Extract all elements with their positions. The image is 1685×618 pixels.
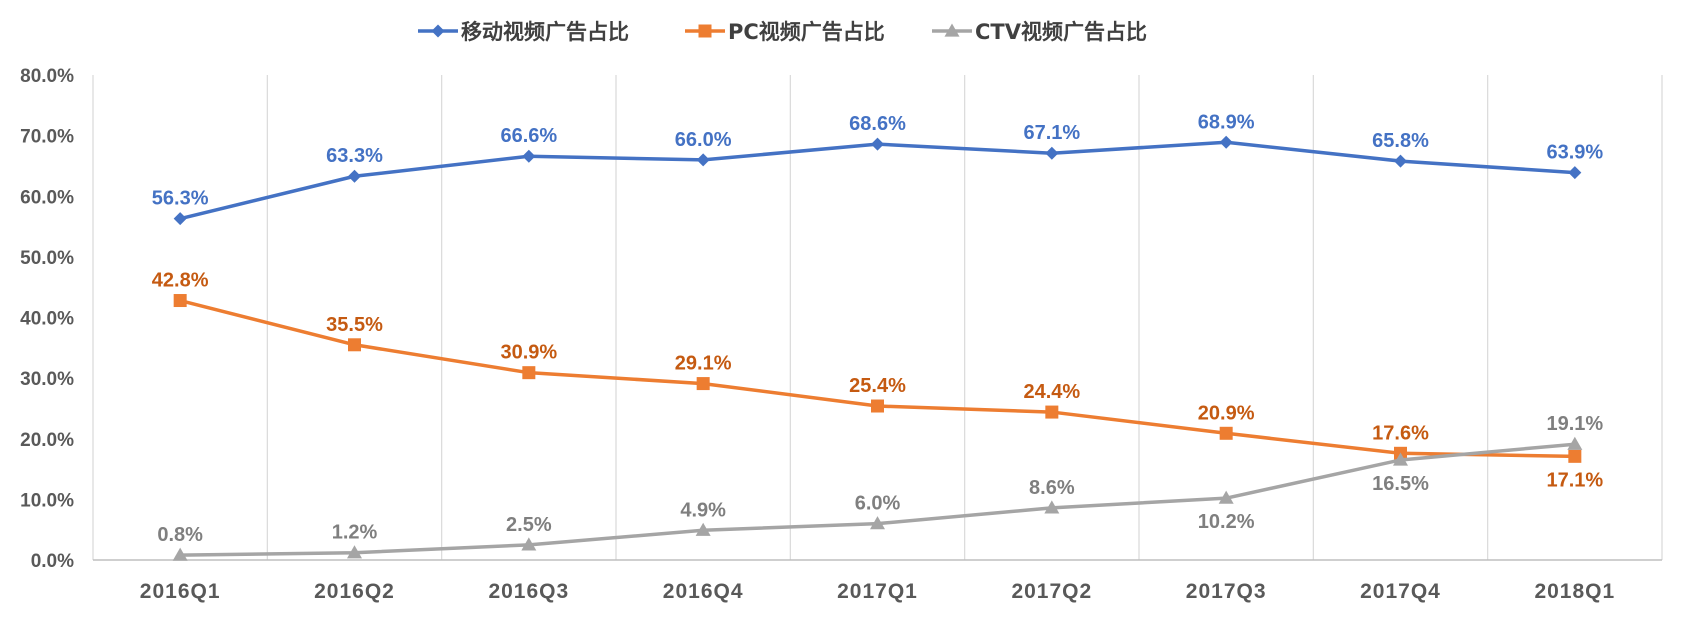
data-label: 8.6%: [1029, 477, 1075, 499]
data-point-diamond: [173, 212, 187, 226]
y-tick-label: 0.0%: [31, 551, 74, 572]
x-tick-label: 2017Q2: [1011, 580, 1092, 603]
data-label: 6.0%: [855, 493, 901, 515]
data-point-triangle: [172, 547, 188, 561]
data-point-square: [1219, 426, 1233, 440]
data-label: 67.1%: [1023, 122, 1080, 144]
data-label-layer: 56.3% 63.3% 66.6% 66.0% 68.6% 67.1% 68.9% 65.8%…: [152, 111, 1604, 546]
y-tick-label: 70.0%: [20, 127, 74, 148]
data-point-triangle: [695, 522, 711, 536]
data-label: 68.9%: [1198, 111, 1255, 133]
series-line: [179, 140, 1575, 221]
data-point-triangle: [521, 537, 537, 551]
data-point-diamond: [522, 149, 536, 163]
data-label: 30.9%: [500, 342, 557, 364]
data-label: 65.8%: [1372, 130, 1429, 152]
data-label: 35.5%: [326, 314, 383, 336]
y-tick-label: 50.0%: [20, 248, 74, 269]
data-label: 20.9%: [1198, 402, 1255, 424]
data-label: 66.6%: [500, 125, 557, 147]
data-point-triangle: [347, 545, 362, 559]
legend-marker: [431, 24, 445, 38]
series-triangle: [172, 436, 1583, 561]
data-point-diamond: [1045, 146, 1059, 160]
data-point-diamond: [871, 137, 884, 151]
legend-label: CTV视频广告占比: [975, 20, 1147, 44]
data-label: 1.2%: [332, 522, 378, 544]
data-point-square: [1568, 449, 1582, 463]
x-tick-label: 2017Q3: [1186, 580, 1267, 603]
data-point-diamond: [348, 169, 361, 183]
x-tick-label: 2016Q2: [314, 580, 395, 603]
y-tick-label: 60.0%: [20, 187, 74, 208]
series-diamond: [173, 135, 1582, 226]
data-label: 17.6%: [1372, 422, 1429, 444]
x-tick-label: 2016Q3: [488, 580, 569, 603]
legend-label: PC视频广告占比: [728, 20, 885, 44]
y-tick-label: 20.0%: [20, 430, 74, 451]
data-point-square: [522, 366, 536, 380]
series-square: [173, 294, 1582, 463]
data-label: 19.1%: [1546, 413, 1603, 435]
data-point-triangle: [1393, 452, 1408, 466]
data-point-diamond: [696, 153, 710, 167]
x-tick-label: 2016Q1: [140, 580, 221, 603]
y-tick-label: 10.0%: [20, 490, 74, 511]
x-tick-label: 2017Q4: [1360, 580, 1441, 603]
data-point-diamond: [1568, 166, 1582, 180]
legend-item: 移动视频广告占比: [418, 20, 629, 44]
data-label: 2.5%: [506, 514, 552, 536]
legend-label: 移动视频广告占比: [461, 20, 629, 44]
legend-item: PC视频广告占比: [685, 20, 885, 44]
data-label: 66.0%: [675, 129, 732, 151]
data-label: 56.3%: [152, 188, 209, 210]
data-label: 4.9%: [680, 499, 726, 521]
data-point-triangle: [1044, 500, 1060, 514]
y-tick-label: 40.0%: [20, 309, 74, 330]
legend-marker: [944, 23, 960, 37]
legend: 移动视频广告占比 PC视频广告占比 CTV视频广告占比: [418, 20, 1147, 44]
series-layer: [172, 135, 1583, 561]
data-point-triangle: [1567, 436, 1583, 450]
data-point-diamond: [1394, 154, 1407, 168]
data-point-triangle: [870, 516, 885, 530]
data-label: 17.1%: [1546, 469, 1603, 491]
data-label: 10.2%: [1198, 511, 1255, 533]
y-tick-label: 30.0%: [20, 369, 74, 390]
data-point-square: [173, 294, 187, 308]
data-point-square: [1045, 405, 1059, 419]
y-tick-label: 80.0%: [20, 66, 74, 87]
x-tick-label: 2017Q1: [837, 580, 918, 603]
data-label: 0.8%: [157, 524, 203, 546]
legend-item: CTV视频广告占比: [932, 20, 1147, 44]
data-point-square: [871, 399, 884, 413]
data-point-triangle: [1218, 490, 1234, 504]
data-label: 29.1%: [675, 353, 732, 375]
legend-marker: [698, 24, 712, 38]
data-point-diamond: [1219, 135, 1233, 149]
data-label: 68.6%: [849, 113, 906, 135]
data-label: 25.4%: [849, 375, 906, 397]
data-label: 16.5%: [1372, 473, 1429, 495]
data-point-square: [348, 338, 361, 352]
axis-layer: 0.0% 10.0% 20.0% 30.0% 40.0% 50.0% 60.0% 70.0% 8…: [20, 66, 1662, 603]
data-label: 63.3%: [326, 145, 383, 167]
data-label: 63.9%: [1546, 142, 1603, 164]
grid-layer: [92, 75, 1663, 560]
data-label: 24.4%: [1023, 381, 1080, 403]
data-label: 42.8%: [152, 270, 209, 292]
x-tick-label: 2016Q4: [663, 580, 744, 603]
x-tick-label: 2018Q1: [1534, 580, 1615, 603]
data-point-square: [696, 377, 710, 391]
